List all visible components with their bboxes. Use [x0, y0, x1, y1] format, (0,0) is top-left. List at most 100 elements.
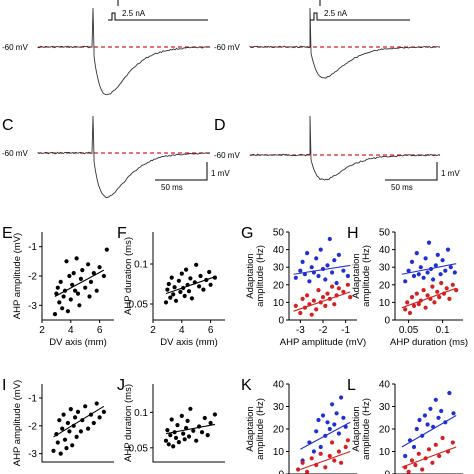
data-point-black — [171, 292, 176, 297]
data-point-red — [336, 286, 341, 291]
x-axis-label: AHP duration (ms) — [390, 337, 468, 348]
data-point-blue — [423, 256, 428, 261]
data-point-red — [421, 288, 426, 293]
y-tick-label: 40 — [273, 380, 285, 391]
data-point-red — [425, 293, 430, 298]
axis-lines — [41, 384, 114, 463]
data-point-black — [169, 275, 174, 280]
data-point-black — [168, 295, 173, 300]
data-point-black — [168, 433, 173, 438]
x-tick-label: 0.1 — [436, 325, 450, 336]
y-tick-label: 30 — [273, 263, 285, 274]
data-point-red — [437, 295, 442, 300]
data-point-black — [169, 417, 174, 422]
axis-lines — [394, 384, 463, 474]
data-point-red — [420, 467, 425, 472]
data-point-red — [325, 291, 330, 296]
data-point-blue — [325, 263, 330, 268]
data-point-black — [165, 287, 170, 292]
data-point-blue — [452, 270, 457, 275]
data-point-red — [300, 296, 305, 301]
data-point-black — [173, 435, 179, 440]
scatter-panel-i: I -3 -2 -1 AHP amplitude (mV) — [2, 377, 114, 466]
data-point-red — [327, 453, 332, 459]
data-point-black — [57, 418, 62, 423]
data-point-black — [55, 285, 60, 290]
data-point-blue — [318, 444, 323, 450]
data-point-red — [447, 296, 452, 301]
data-point-blue — [407, 438, 413, 443]
data-point-black — [78, 276, 83, 281]
data-point-red — [423, 456, 428, 461]
data-point-black — [171, 444, 176, 449]
y-axis-label-line2: amplitude (Hz) — [361, 398, 372, 460]
y-tick-label: -1 — [28, 242, 37, 253]
data-point-black — [186, 434, 192, 439]
trace-panel-a: -60 mV 2.5 nA — [2, 0, 210, 96]
data-point-black — [192, 280, 197, 285]
data-point-blue — [341, 268, 346, 273]
voltage-scale-label: 1 mV — [441, 169, 460, 178]
y-tick-label: 50 — [273, 228, 285, 239]
data-point-blue — [411, 273, 417, 279]
data-point-blue — [316, 273, 321, 279]
data-point-black — [91, 271, 96, 276]
data-point-red — [423, 305, 428, 310]
data-point-red — [418, 298, 423, 303]
data-point-blue — [447, 390, 452, 396]
data-point-blue — [451, 411, 456, 416]
data-point-red — [309, 312, 314, 317]
data-point-black — [176, 440, 181, 445]
data-point-black — [73, 288, 78, 293]
data-point-red — [330, 284, 335, 289]
data-point-black — [78, 429, 83, 434]
data-point-red — [339, 460, 344, 465]
data-point-red — [332, 302, 337, 307]
data-point-black — [88, 412, 94, 417]
data-point-red — [439, 280, 444, 286]
data-point-red — [409, 295, 415, 300]
x-tick-label: 4 — [179, 325, 185, 336]
data-point-black — [198, 273, 203, 279]
data-point-black — [62, 288, 68, 293]
data-point-blue — [311, 270, 316, 275]
data-point-red — [334, 293, 339, 298]
voltage-trace — [249, 7, 441, 79]
data-point-black — [67, 429, 72, 434]
data-point-red — [426, 447, 432, 452]
scale-bar — [155, 162, 208, 181]
data-point-blue — [428, 266, 434, 272]
y-tick-label: 30 — [273, 402, 285, 413]
data-point-blue — [327, 236, 332, 242]
data-point-red — [444, 286, 449, 291]
y-tick-label: 50 — [379, 228, 391, 239]
data-point-blue — [293, 275, 298, 280]
data-point-blue — [327, 426, 332, 432]
data-point-red — [296, 467, 301, 472]
data-point-blue — [416, 272, 421, 277]
data-point-blue — [403, 453, 408, 459]
data-point-blue — [305, 251, 310, 256]
data-point-red — [343, 444, 348, 450]
data-point-black — [175, 423, 180, 428]
data-point-red — [403, 307, 408, 312]
data-point-black — [208, 420, 213, 426]
data-point-black — [61, 412, 66, 417]
data-point-red — [336, 449, 341, 454]
data-point-black — [188, 276, 193, 281]
data-point-black — [204, 277, 209, 283]
regression-line-black — [54, 269, 105, 298]
stimulus-pulse-line — [310, 12, 410, 21]
panel-letter-e: E — [2, 225, 13, 242]
trace-panel-b: -60 mV 2.5 nA — [214, 0, 441, 79]
y-tick-label: 0 — [384, 470, 390, 474]
data-point-black — [64, 259, 69, 264]
data-point-blue — [320, 266, 326, 272]
regression-line-black — [53, 405, 105, 438]
y-tick-label: 0.05 — [129, 443, 149, 454]
data-point-black — [60, 306, 65, 311]
y-axis-label: Adaptation — [245, 253, 256, 298]
x-axis-label: DV axis (mm) — [160, 337, 218, 348]
data-point-red — [327, 296, 332, 301]
